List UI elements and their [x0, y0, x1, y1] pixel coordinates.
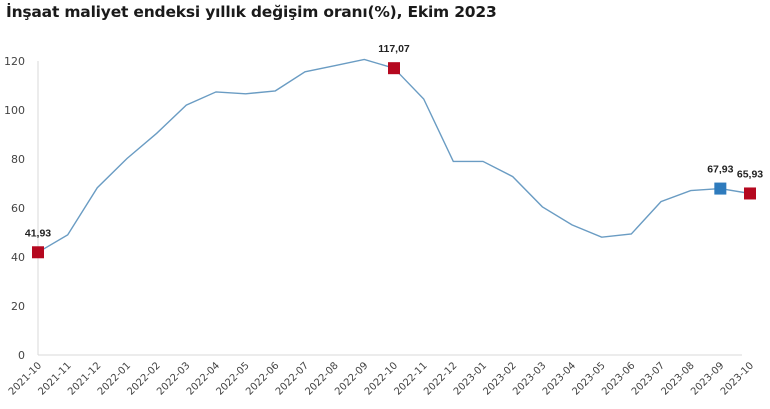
y-tick-label: 100 [4, 104, 25, 117]
x-axis: 2021-102021-112021-122022-012022-022022-… [7, 354, 756, 398]
y-tick-label: 40 [11, 251, 25, 264]
y-tick-label: 80 [11, 153, 25, 166]
data-label: 65,93 [737, 168, 763, 180]
data-label: 117,07 [378, 43, 410, 55]
y-axis: 0 20 40 60 80 100 120 [4, 55, 39, 362]
annotation-markers: 41,93 117,07 67,93 65,93 [25, 43, 763, 259]
chart-title: İnşaat maliyet endeksi yıllık değişim or… [6, 3, 497, 21]
red-square-marker [744, 187, 756, 200]
series-line [37, 58, 751, 253]
y-tick-label: 20 [11, 300, 25, 313]
y-tick-label: 0 [18, 349, 25, 362]
red-square-marker [388, 62, 400, 75]
y-tick-label: 60 [11, 202, 25, 215]
blue-square-marker [714, 182, 727, 195]
y-tick-label: 120 [4, 55, 25, 68]
data-label: 41,93 [25, 227, 51, 239]
data-label: 67,93 [707, 164, 733, 176]
red-square-marker [32, 246, 44, 259]
x-tick-label: 2023-10 [719, 360, 756, 397]
